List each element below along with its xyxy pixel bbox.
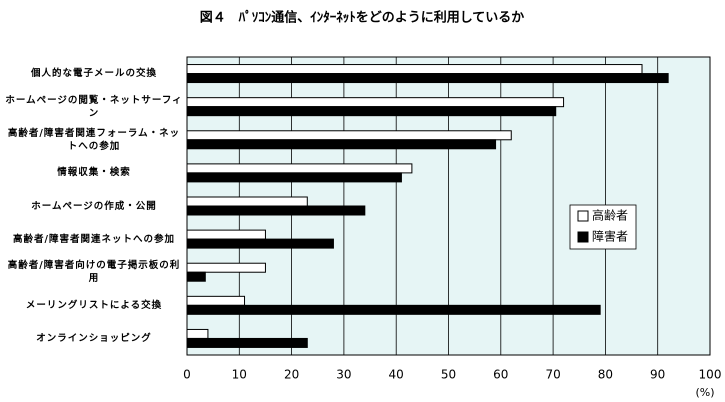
bar — [186, 97, 565, 108]
category-label: メーリングリストによる交換 — [25, 299, 163, 311]
category-label: 個人的な電子メールの交換 — [30, 68, 157, 80]
legend-label: 高齢者 — [592, 208, 628, 223]
x-tick-label: 20 — [284, 368, 299, 382]
category-label: 情報収集・検索 — [57, 167, 131, 179]
legend-swatch — [577, 210, 589, 222]
x-tick-label: 90 — [650, 368, 665, 382]
x-tick-label: 50 — [441, 368, 456, 382]
bar — [186, 205, 366, 216]
category-label: 高齢者/障害者向けの電子掲示板の利用 — [7, 260, 181, 285]
bar — [186, 295, 246, 306]
x-unit: (%) — [695, 386, 714, 399]
legend-label: 障害者 — [592, 229, 628, 244]
bar — [186, 337, 308, 348]
bar — [186, 196, 308, 207]
bar — [186, 172, 402, 183]
bar — [186, 64, 643, 75]
category-label: 高齢者/障害者関連ネットへの参加 — [13, 233, 175, 245]
bar — [186, 229, 266, 240]
x-tick-label: 100 — [699, 368, 722, 382]
bar — [186, 73, 669, 84]
bar — [186, 139, 497, 150]
category-label: ホームページの閲覧・ネットサーフィン — [5, 94, 183, 119]
category-label: オンラインショッピング — [36, 332, 152, 344]
chart-title: 図４ ﾊﾟｿｺﾝ通信、ｲﾝﾀｰﾈｯﾄをどのように利用しているか — [200, 10, 525, 26]
x-tick-label: 0 — [183, 368, 191, 382]
category-label: ホームページの作成・公開 — [31, 200, 157, 212]
bar — [186, 271, 206, 282]
legend-swatch — [577, 231, 589, 243]
bar — [186, 106, 557, 117]
bar — [186, 328, 209, 339]
bar — [186, 130, 512, 141]
bar — [186, 238, 334, 249]
x-tick-label: 60 — [493, 368, 508, 382]
x-tick-label: 30 — [336, 368, 351, 382]
x-tick-label: 40 — [389, 368, 404, 382]
bar — [186, 163, 413, 174]
x-tick-label: 10 — [232, 368, 247, 382]
bar — [186, 262, 266, 273]
x-tick-label: 70 — [545, 368, 560, 382]
x-tick-label: 80 — [598, 368, 613, 382]
bar — [186, 304, 601, 315]
category-label: 高齢者/障害者関連フォーラム・ネットへの参加 — [7, 127, 181, 152]
